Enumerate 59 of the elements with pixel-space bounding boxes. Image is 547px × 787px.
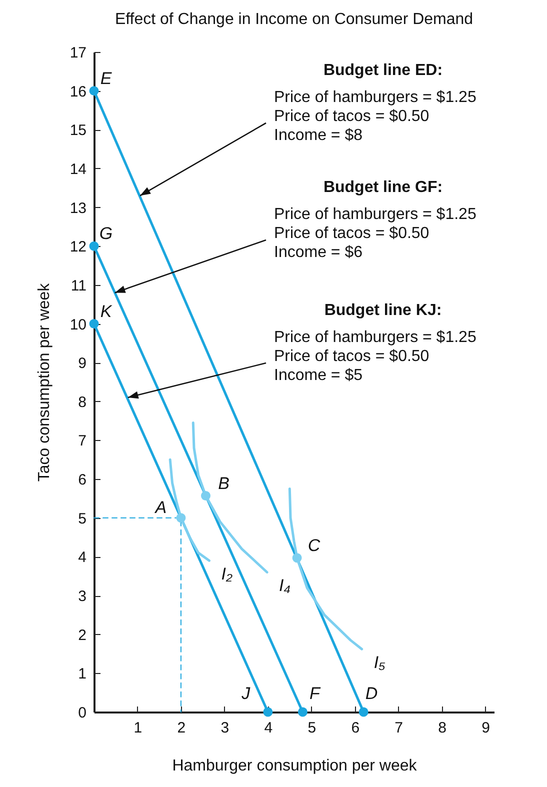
point	[89, 241, 99, 251]
annotation: Budget line KJ:	[324, 302, 442, 319]
y-tick-label: 14	[70, 160, 86, 178]
point	[176, 513, 186, 523]
annotation: Budget line GF:	[323, 179, 443, 196]
y-tick-label: 15	[70, 122, 86, 140]
x-axis-title: Hamburger consumption per week	[172, 758, 418, 774]
y-tick-label: 1	[78, 666, 86, 683]
y-tick-label: 16	[70, 83, 86, 100]
annotation: K	[100, 302, 112, 321]
chart-title: Effect of Change in Income on Consumer Demand	[114, 11, 474, 28]
y-tick-label: 5	[78, 510, 86, 528]
y-tick-label: 13	[70, 200, 86, 217]
series-label: I₅	[374, 653, 386, 672]
annotation: Budget line ED:	[323, 62, 443, 79]
y-tick-label: 6	[78, 472, 86, 489]
x-tick-label: 5	[308, 720, 316, 736]
y-tick-label: 8	[78, 394, 86, 411]
y-tick-label: 17	[70, 44, 86, 62]
x-tick-label: 9	[482, 720, 490, 736]
y-tick-label: 11	[70, 277, 86, 294]
annotation: C	[308, 536, 321, 555]
point	[89, 319, 99, 328]
line-series	[288, 488, 364, 650]
annotation: Price of hamburgers = $1.25 Price of tacos = $0.50 Income = $6	[274, 206, 476, 261]
annotation: Price of hamburgers = $1.25 Price of tacos = $0.50 Income = $8	[274, 89, 476, 144]
point	[89, 86, 99, 96]
point	[298, 707, 308, 717]
y-tick-label: 12	[70, 238, 86, 256]
x-tick-label: 7	[394, 720, 404, 736]
series-label: I₂	[221, 564, 233, 584]
annotation: D	[365, 684, 378, 703]
y-tick-label: 2	[78, 626, 86, 644]
y-tick-label: 9	[78, 355, 86, 372]
annotation: Price of hamburgers = $1.25 Price of tacos = $0.50 Income = $5	[274, 329, 476, 384]
annotation: G	[99, 224, 113, 244]
x-tick-label: 6	[351, 720, 360, 736]
point	[263, 707, 273, 717]
y-tick-label: 4	[78, 549, 86, 566]
line-series	[168, 458, 210, 562]
series-label: I₄	[279, 576, 291, 596]
y-tick-label: 3	[78, 588, 86, 606]
annotation: E	[100, 68, 112, 88]
y-axis-title: Taco consumption per week	[36, 282, 53, 482]
point	[200, 491, 210, 500]
point	[292, 553, 302, 563]
y-tick-label: 7	[78, 432, 86, 450]
x-tick-label: 3	[220, 720, 230, 736]
x-tick-label: 2	[177, 720, 186, 736]
annotation: A	[154, 498, 167, 517]
x-tick-label: 8	[438, 720, 446, 736]
annotation: J	[240, 684, 251, 703]
y-tick-label: 10	[70, 316, 86, 334]
y-tick-label: 0	[78, 704, 86, 722]
x-tick-label: 1	[134, 720, 142, 736]
point	[358, 707, 368, 717]
annotation: B	[218, 474, 230, 493]
x-tick-label: 4	[264, 720, 273, 736]
annotation: F	[310, 684, 322, 703]
